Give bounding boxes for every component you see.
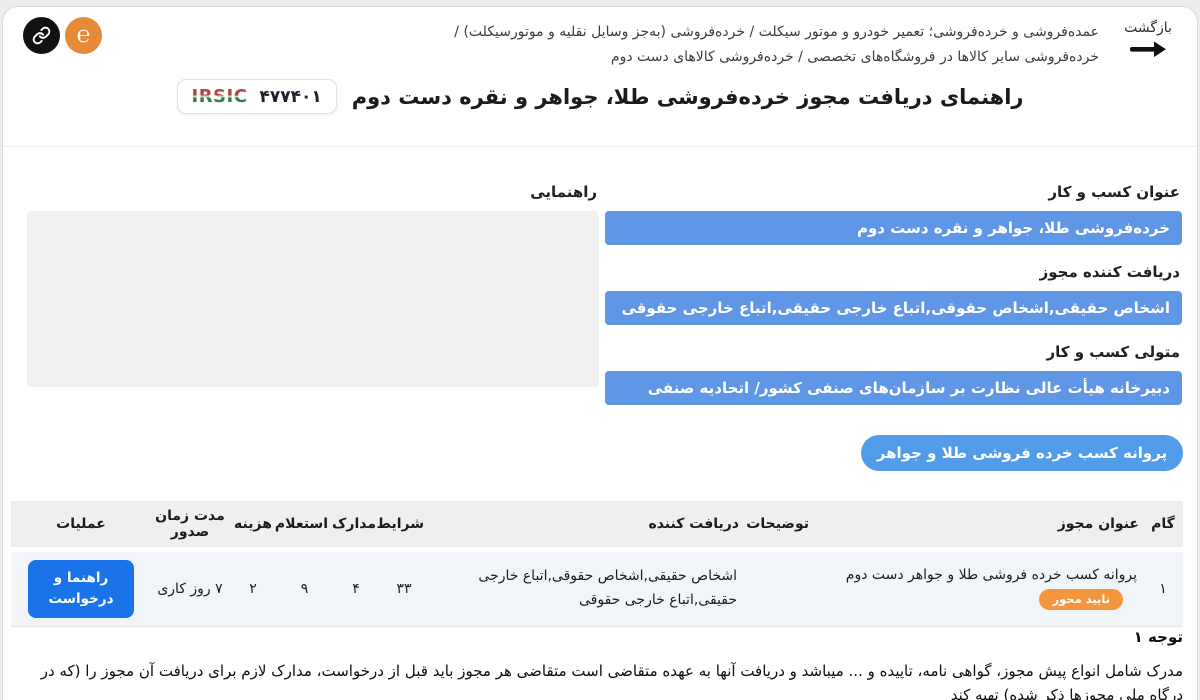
note-title: توجه ۱ (1133, 628, 1183, 646)
license-steps-table: گام عنوان مجوز توضیحات دریافت کننده شرای… (11, 496, 1183, 632)
col-header-duration: مدت زمان صدور (151, 501, 229, 547)
note-body: مدرک شامل انواع پیش مجوز، گواهی نامه، تا… (40, 662, 1183, 700)
arrow-right-icon (1115, 40, 1181, 62)
back-button[interactable]: بازگشت (1115, 20, 1181, 62)
logo-e-icon[interactable]: ℮ (65, 17, 102, 54)
field-label-business-title: عنوان کسب و کار (1048, 183, 1180, 201)
license-pill-tab[interactable]: پروانه کسب خرده فروشی طلا و جواهر دست دو… (861, 435, 1183, 498)
irsic-code: ۴۷۷۴۰۱ (259, 86, 322, 107)
cell-step: ۱ (1143, 552, 1183, 627)
col-header-step: گام (1143, 501, 1183, 547)
col-header-actions: عملیات (11, 501, 151, 547)
page: ℮ بازگشت عمده‌فروشی و خرده‌فروشی؛ تعمیر … (2, 6, 1198, 700)
guide-and-request-button[interactable]: راهنما و درخواست (28, 560, 134, 618)
irsic-badge: IRSIC ۴۷۷۴۰۱ (176, 79, 337, 114)
col-header-receiver: دریافت کننده (428, 501, 743, 547)
col-header-conditions: شرایط (376, 501, 428, 547)
table-header-row: گام عنوان مجوز توضیحات دریافت کننده شرای… (11, 501, 1183, 547)
col-header-description: توضیحات (743, 501, 813, 547)
breadcrumb: عمده‌فروشی و خرده‌فروشی؛ تعمیر خودرو و م… (454, 24, 1099, 66)
cell-documents: ۴ (332, 552, 380, 627)
license-title-text: پروانه کسب خرده فروشی طلا و جواهر دست دو… (845, 567, 1137, 584)
field-label-license-receiver: دریافت کننده مجوز (1039, 263, 1180, 281)
cell-duration: ۷ روز کاری (151, 552, 229, 627)
table-row: ۱ پروانه کسب خرده فروشی طلا و جواهر دست … (11, 552, 1183, 627)
cell-license-title: پروانه کسب خرده فروشی طلا و جواهر دست دو… (813, 552, 1143, 627)
cell-description (743, 552, 813, 627)
note-section: توجه ۱ مدرک شامل انواع پیش مجوز، گواهی ن… (17, 628, 1183, 700)
col-header-documents: مدارک (332, 501, 380, 547)
guide-label: راهنمایی (530, 183, 597, 201)
col-header-inquiries: استعلام (275, 501, 332, 547)
approval-based-badge: تایید محور (1039, 589, 1123, 611)
guide-video-placeholder (27, 211, 599, 387)
header-icon-group: ℮ (23, 17, 102, 54)
back-label: بازگشت (1124, 20, 1172, 36)
col-header-license-title: عنوان مجوز (813, 501, 1143, 547)
link-icon[interactable] (23, 17, 60, 54)
field-value-business-title: خرده‌فروشی طلا، جواهر و نقره دست دوم (605, 211, 1182, 245)
cell-receiver: اشخاص حقیقی,اشخاص حقوقی,اتباع خارجی حقیق… (428, 552, 743, 627)
field-value-license-receiver: اشخاص حقیقی,اشخاص حقوقی,اتباع خارجی حقیق… (605, 291, 1182, 325)
cell-conditions: ۳۳ (380, 552, 428, 627)
page-title: راهنمای دریافت مجوز خرده‌فروشی طلا، جواه… (351, 84, 1024, 109)
title-row: راهنمای دریافت مجوز خرده‌فروشی طلا، جواه… (3, 79, 1197, 114)
header-divider (3, 146, 1197, 147)
irsic-label: IRSIC (191, 86, 248, 107)
cell-cost: ۲ (229, 552, 277, 627)
business-info-form: عنوان کسب و کار خرده‌فروشی طلا، جواهر و … (605, 183, 1182, 423)
guide-section: راهنمایی (27, 183, 599, 387)
field-label-business-authority: متولی کسب و کار (1046, 343, 1180, 361)
field-value-business-authority: دبیرخانه هیأت عالی نظارت بر سازمان‌های ص… (605, 371, 1182, 405)
cell-inquiries: ۹ (277, 552, 332, 627)
col-header-cost: هزینه (229, 501, 277, 547)
cell-actions: راهنما و درخواست (11, 552, 151, 627)
